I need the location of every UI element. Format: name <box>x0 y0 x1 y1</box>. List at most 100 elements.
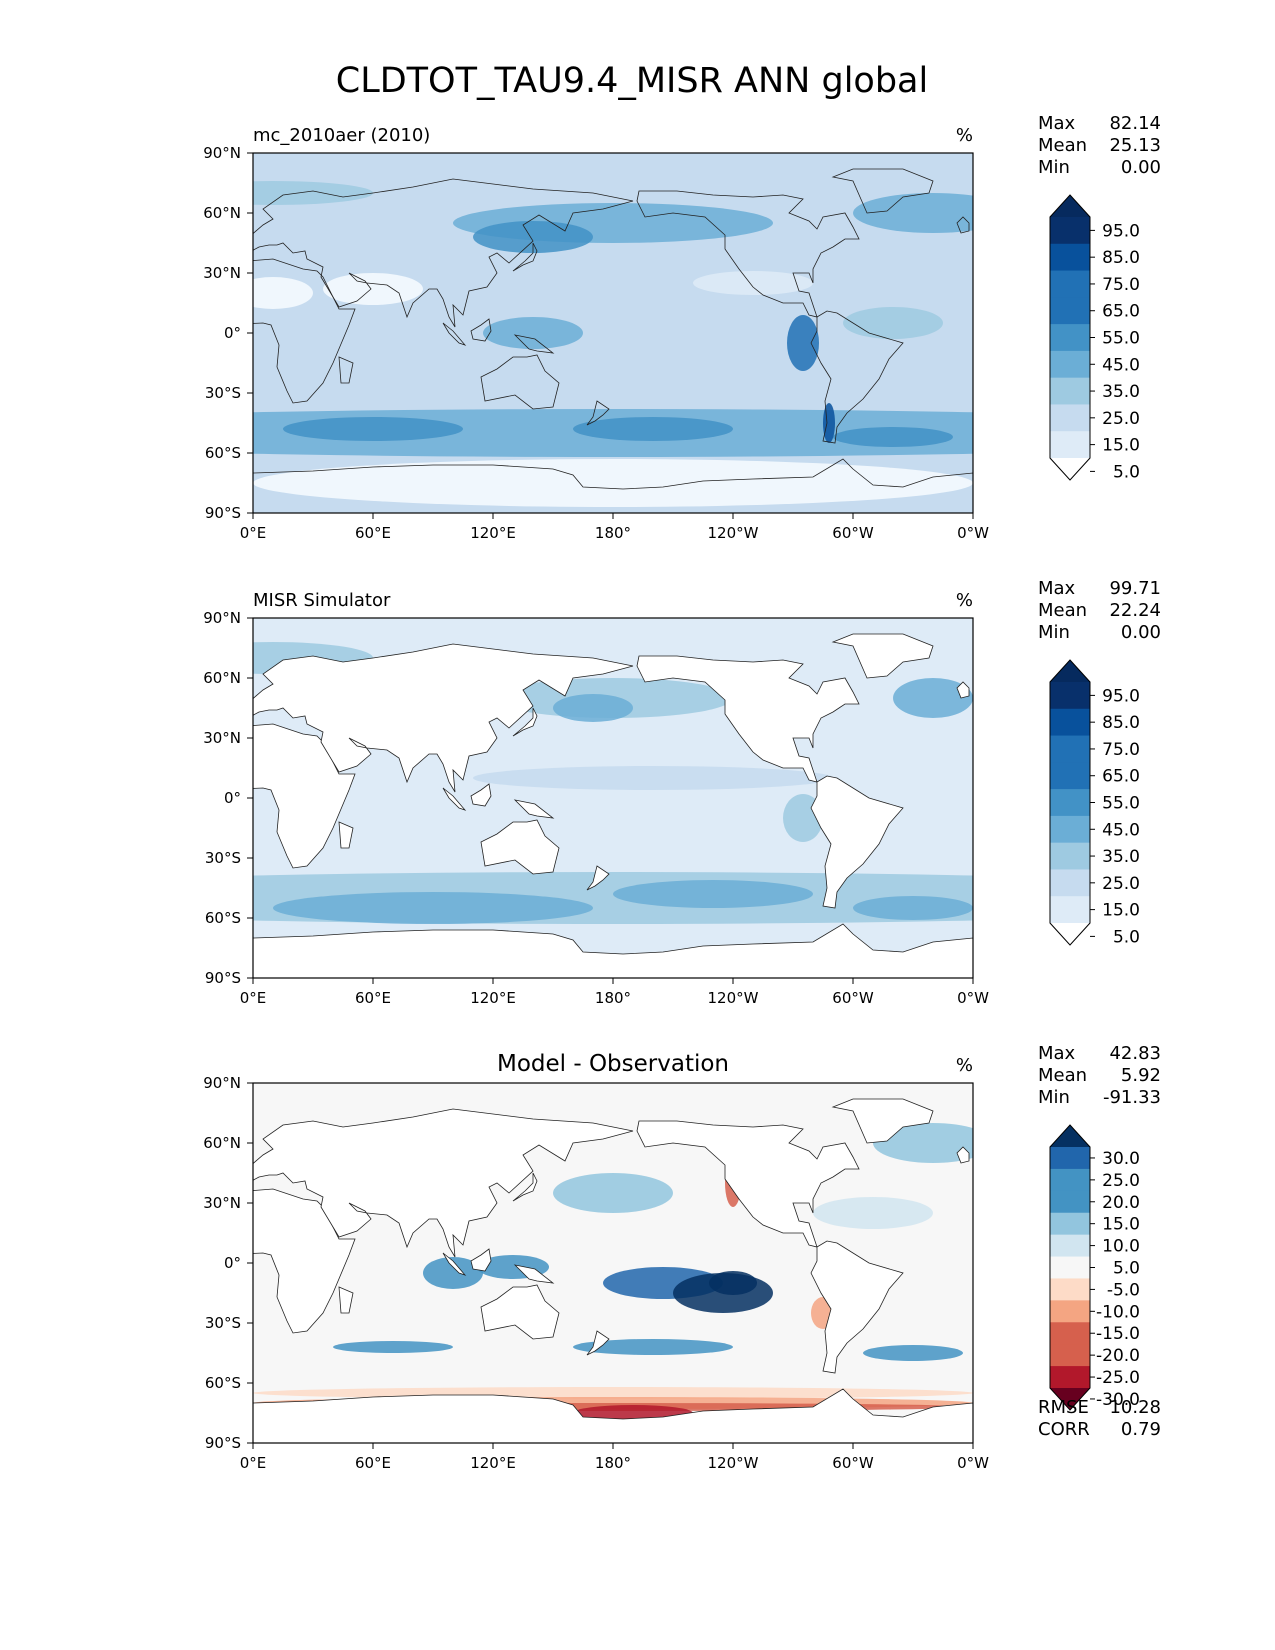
colorbar-bin <box>1050 1212 1090 1236</box>
colorbar-bin <box>1050 1190 1090 1214</box>
colorbar-outline <box>1049 659 1091 946</box>
landmass-new-zealand <box>586 865 610 891</box>
rmse-value: 10.28 <box>1109 1397 1161 1418</box>
stats-block: Max 82.14 Mean 25.13 Min 0.00 <box>1038 113 1161 178</box>
colorbar-bin <box>1050 1300 1090 1323</box>
field-region <box>693 271 813 295</box>
x-tick-label: 120°W <box>708 989 759 1007</box>
landmass-antarctica <box>253 458 973 513</box>
field-region <box>613 880 813 908</box>
colorbar-label: 45.0 <box>1102 355 1140 375</box>
landmass-borneo <box>470 783 492 807</box>
colorbar-bin <box>1050 1256 1090 1279</box>
colorbar-label: 55.0 <box>1102 794 1140 814</box>
test-panel: 0°E 60°E 120°E 180° 120°W 60°W 0°W 90°N 60°N 30°N… <box>203 113 1161 542</box>
colorbar-extend-bottom <box>1050 458 1090 480</box>
colorbar-bin <box>1050 1147 1090 1170</box>
landmass-australia <box>480 1284 560 1340</box>
corr-label: CORR <box>1038 1419 1090 1440</box>
field-region <box>853 193 973 233</box>
colorbar-label: 30.0 <box>1102 1149 1140 1169</box>
x-tick-label: 0°E <box>240 989 267 1007</box>
colorbar-bin <box>1050 350 1090 379</box>
corr-value: 0.79 <box>1121 1419 1161 1440</box>
y-tick-label: 30°S <box>205 384 241 402</box>
landmass-sumatra <box>442 787 467 811</box>
landmass-south-america <box>810 775 904 909</box>
field-region <box>423 1257 483 1289</box>
cloud-field <box>253 181 973 507</box>
axis-ticks: 0°E 60°E 120°E 180° 120°W 60°W 0°W 90°N 60°N 30°N… <box>203 1074 989 1472</box>
field-region <box>473 221 593 253</box>
colorbar-label: 55.0 <box>1102 329 1140 349</box>
colorbar-extend-bottom <box>1050 1388 1090 1410</box>
y-tick-label: 90°N <box>203 144 241 162</box>
stat-max-label: Max <box>1038 113 1076 134</box>
colorbar-bin <box>1050 1234 1090 1258</box>
landmass-greenland <box>831 168 934 214</box>
field-region <box>823 403 835 443</box>
landmass-eurasia <box>253 1108 634 1258</box>
colorbar-bin <box>1050 297 1090 325</box>
colorbar-bin <box>1050 1366 1090 1389</box>
colorbar-bin <box>1050 243 1090 272</box>
y-tick-label: 60°N <box>203 1134 241 1152</box>
x-tick-label: 60°E <box>355 989 391 1007</box>
colorbar-label: 95.0 <box>1102 221 1140 241</box>
field-region <box>323 273 423 305</box>
colorbar-bin <box>1050 1322 1090 1345</box>
field-region <box>853 896 973 920</box>
landmass-eurasia <box>253 643 634 793</box>
colorbar-bin <box>1050 815 1090 844</box>
landmass-antarctica <box>253 1388 973 1443</box>
colorbar-label: 35.0 <box>1102 382 1140 402</box>
colorbar-label: 85.0 <box>1102 713 1140 733</box>
colorbar-label: -10.0 <box>1096 1302 1140 1322</box>
colorbar-label: 35.0 <box>1102 847 1140 867</box>
stat-mean-label: Mean <box>1038 600 1087 621</box>
colorbar-label: 75.0 <box>1102 275 1140 295</box>
panel-subtitle-center: Model - Observation <box>497 1051 729 1077</box>
land-masses <box>253 633 973 978</box>
colorbar-bin <box>1050 762 1090 790</box>
map-area <box>253 1083 973 1443</box>
landmass-north-america <box>636 655 860 783</box>
colorbar-label: 75.0 <box>1102 740 1140 760</box>
colorbar-label: -30.0 <box>1096 1390 1140 1410</box>
axis-ticks: 0°E 60°E 120°E 180° 120°W 60°W 0°W 90°N 60°N 30°N… <box>203 144 989 542</box>
colorbar-bin <box>1050 377 1090 405</box>
field-region <box>283 417 463 441</box>
colorbar-label: 5.0 <box>1113 1259 1140 1279</box>
colorbar-label: -5.0 <box>1107 1280 1140 1300</box>
colorbar: 30.025.020.015.010.05.0-5.0-10.0-15.0-20… <box>1049 1124 1140 1411</box>
stat-mean-value: 25.13 <box>1109 135 1161 156</box>
colorbar-bin <box>1050 682 1090 710</box>
stat-max-label: Max <box>1038 578 1076 599</box>
y-tick-label: 90°S <box>205 504 241 522</box>
colorbar-label: 85.0 <box>1102 248 1140 268</box>
y-tick-label: 60°S <box>205 909 241 927</box>
stat-max-value: 82.14 <box>1109 113 1161 134</box>
colorbar-outline <box>1049 194 1091 481</box>
field-region <box>553 694 633 722</box>
field-region <box>863 1345 963 1361</box>
landmass-south-america <box>810 1240 904 1374</box>
landmass-great-britain <box>956 1146 970 1164</box>
y-tick-label: 30°N <box>203 1194 241 1212</box>
field-region <box>709 1271 757 1295</box>
stat-mean-value: 22.24 <box>1109 600 1161 621</box>
figure-title: CLDTOT_TAU9.4_MISR ANN global <box>336 61 928 101</box>
stat-min-label: Min <box>1038 622 1070 643</box>
colorbar-label: -20.0 <box>1096 1346 1140 1366</box>
land-masses <box>253 168 973 513</box>
colorbar-label: -25.0 <box>1096 1368 1140 1388</box>
colorbar-extend-bottom <box>1050 923 1090 945</box>
landmass-eurasia <box>253 178 634 328</box>
panel-units: % <box>956 1055 973 1076</box>
landmass-new-guinea <box>513 799 555 819</box>
colorbar-bin <box>1050 708 1090 737</box>
field-region <box>893 678 973 718</box>
landmass-new-guinea <box>513 1264 555 1284</box>
field-region <box>483 317 583 349</box>
field-region <box>333 1341 453 1353</box>
